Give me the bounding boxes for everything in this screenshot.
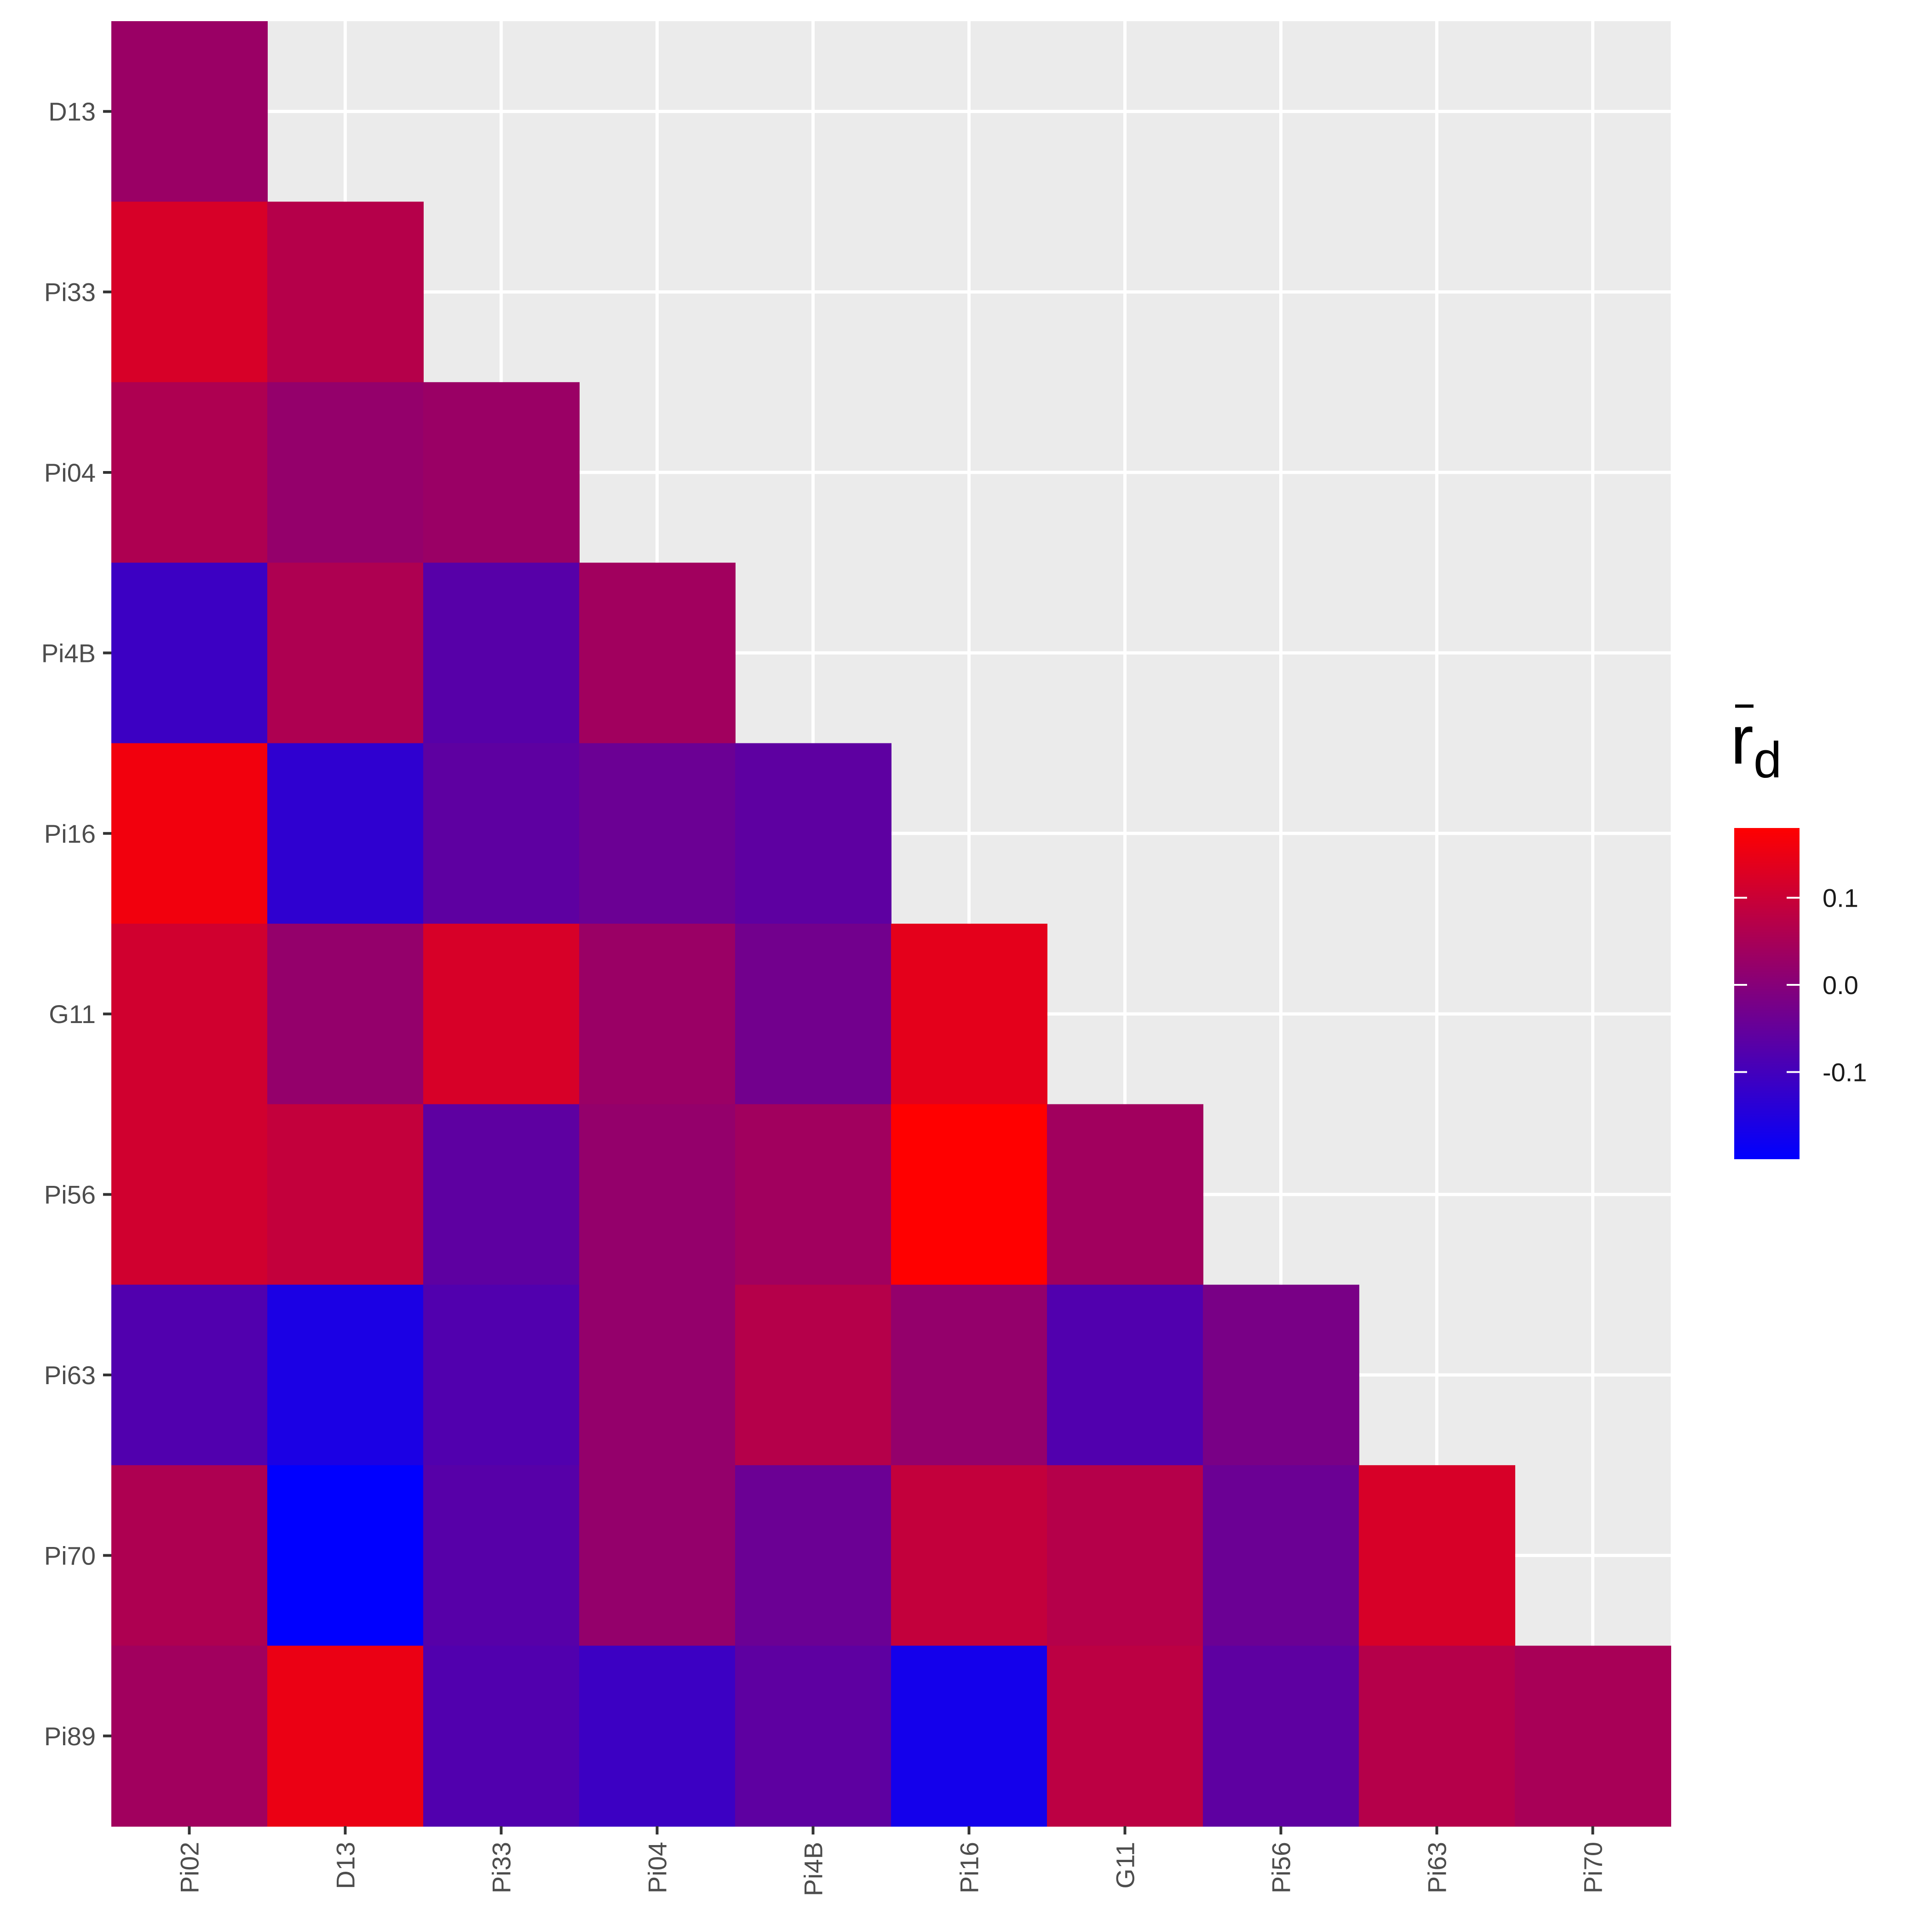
x-tick-label: Pi4B: [799, 1842, 828, 1896]
heatmap-cell: [267, 1104, 424, 1285]
y-tick-label: Pi04: [44, 458, 96, 487]
heatmap-cell: [735, 1465, 891, 1646]
heatmap-cell: [891, 1465, 1047, 1646]
heatmap-cell: [111, 1465, 268, 1646]
legend-colorbar: [1734, 828, 1800, 1159]
heatmap-cell: [1359, 1465, 1515, 1646]
legend-title: rd: [1731, 701, 1782, 788]
heatmap-cell: [111, 1104, 268, 1285]
y-tick-label: Pi33: [44, 278, 96, 307]
heatmap-cell: [267, 743, 424, 924]
color-legend: rd 0.1 0.0 -0.1: [1731, 701, 1867, 1159]
heatmap-cells: [111, 21, 1671, 1827]
heatmap-cell: [423, 1645, 580, 1827]
heatmap-cell: [1047, 1645, 1203, 1827]
y-tick-label: Pi89: [44, 1722, 96, 1751]
heatmap-cell: [111, 924, 268, 1105]
heatmap-cell: [423, 924, 580, 1105]
x-tick-label: Pi33: [487, 1842, 516, 1893]
heatmap-cell: [891, 1284, 1047, 1466]
y-tick-label: Pi4B: [41, 638, 96, 667]
legend-ticks: 0.1 0.0 -0.1: [1734, 884, 1867, 1087]
heatmap-cell: [1047, 1284, 1203, 1466]
x-tick-label: Pi63: [1423, 1842, 1452, 1893]
heatmap-cell: [735, 1104, 891, 1285]
heatmap-cell: [111, 201, 268, 383]
heatmap-cell: [1047, 1465, 1203, 1646]
y-tick-label: G11: [49, 1000, 96, 1029]
heatmap-cell: [267, 382, 424, 564]
heatmap-cell: [735, 743, 891, 924]
x-tick-label: Pi56: [1267, 1842, 1296, 1893]
y-axis: D13 Pi33 Pi04 Pi4B Pi16 G11 Pi56 Pi63 Pi70 Pi89: [41, 97, 111, 1751]
heatmap-cell: [423, 1465, 580, 1646]
heatmap-cell: [111, 743, 268, 924]
heatmap-cell: [579, 743, 736, 924]
y-tick-label: Pi56: [44, 1180, 96, 1209]
x-tick-label: D13: [331, 1842, 360, 1889]
heatmap-cell: [891, 924, 1047, 1105]
legend-tick-label: -0.1: [1823, 1058, 1867, 1087]
heatmap-cell: [423, 382, 580, 564]
heatmap-cell: [579, 563, 736, 744]
heatmap-cell: [579, 1465, 736, 1646]
heatmap-cell: [579, 1104, 736, 1285]
x-tick-label: Pi02: [175, 1842, 204, 1893]
heatmap-cell: [579, 1284, 736, 1466]
heatmap-cell: [423, 743, 580, 924]
heatmap-cell: [111, 1645, 268, 1827]
heatmap-cell: [1359, 1645, 1515, 1827]
x-tick-label: G11: [1111, 1842, 1140, 1889]
heatmap-cell: [267, 1465, 424, 1646]
y-tick-label: D13: [48, 97, 96, 126]
heatmap-cell: [891, 1645, 1047, 1827]
heatmap-cell: [267, 1284, 424, 1466]
heatmap-cell: [1047, 1104, 1203, 1285]
heatmap-cell: [111, 21, 268, 202]
x-tick-label: Pi04: [643, 1842, 672, 1893]
heatmap-cell: [267, 1645, 424, 1827]
heatmap-cell: [735, 1284, 891, 1466]
heatmap-cell: [579, 924, 736, 1105]
heatmap-cell: [1515, 1645, 1671, 1827]
heatmap-cell: [267, 563, 424, 744]
legend-title-main: r: [1731, 701, 1754, 778]
legend-title-sub: d: [1754, 732, 1782, 788]
x-tick-label: Pi70: [1579, 1842, 1608, 1893]
heatmap-cell: [735, 924, 891, 1105]
heatmap-cell: [111, 1284, 268, 1466]
x-tick-label: Pi16: [955, 1842, 984, 1893]
y-tick-label: Pi70: [44, 1541, 96, 1570]
x-axis: Pi02 D13 Pi33 Pi04 Pi4B Pi16 G11 Pi56 Pi63 Pi70: [175, 1826, 1608, 1896]
heatmap-cell: [267, 201, 424, 383]
heatmap-cell: [891, 1104, 1047, 1285]
heatmap-cell: [1203, 1465, 1359, 1646]
y-tick-label: Pi16: [44, 819, 96, 848]
heatmap-cell: [735, 1645, 891, 1827]
heatmap-cell: [111, 563, 268, 744]
heatmap-cell: [423, 1104, 580, 1285]
heatmap-cell: [579, 1645, 736, 1827]
legend-tick-label: 0.0: [1823, 971, 1858, 1000]
legend-tick-label: 0.1: [1823, 884, 1858, 913]
heatmap-cell: [111, 382, 268, 564]
heatmap-cell: [423, 563, 580, 744]
heatmap-cell: [1203, 1645, 1359, 1827]
heatmap-cell: [423, 1284, 580, 1466]
heatmap-cell: [267, 924, 424, 1105]
y-tick-label: Pi63: [44, 1361, 96, 1390]
heatmap-cell: [1203, 1284, 1359, 1466]
